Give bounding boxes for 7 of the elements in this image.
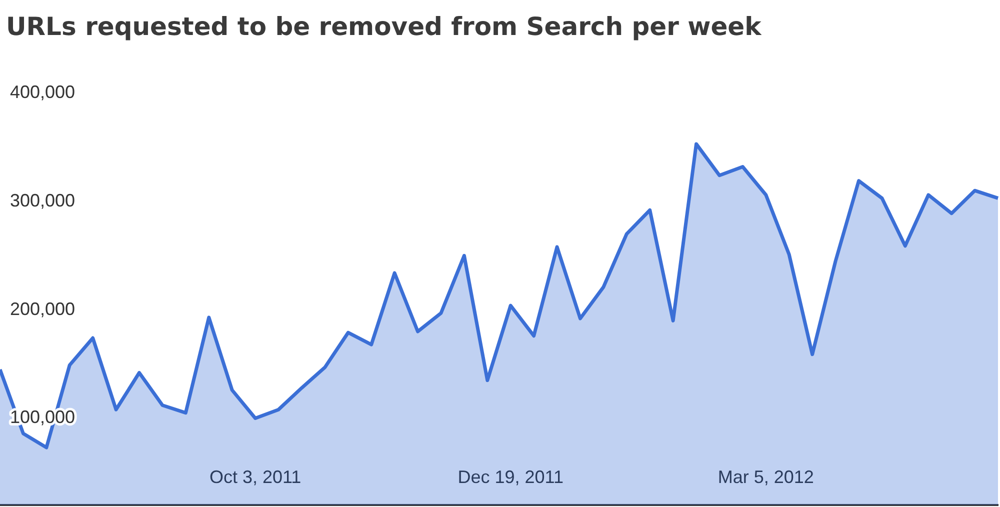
x-tick-label: Dec 19, 2011	[458, 466, 564, 487]
x-tick-label: Mar 5, 2012	[718, 466, 814, 487]
x-tick-label: Oct 3, 2011	[209, 466, 302, 487]
y-tick-label: 300,000	[10, 190, 76, 210]
y-tick-label: 400,000	[10, 82, 76, 102]
y-tick-label: 200,000	[10, 298, 76, 319]
chart-title: URLs requested to be removed from Search per week	[6, 12, 762, 41]
